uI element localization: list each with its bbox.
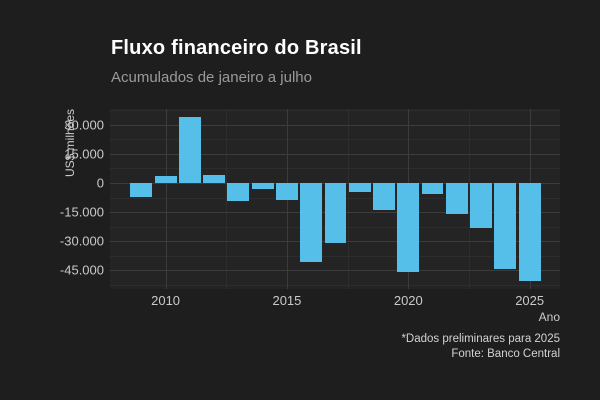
bar-2021 (421, 183, 444, 194)
gridline-y-major (110, 270, 560, 272)
bar-2014 (251, 183, 274, 189)
bar-2011 (178, 117, 201, 183)
caption-line-1: *Dados preliminares para 2025 (401, 333, 560, 345)
chart-subtitle: Acumulados de janeiro a julho (111, 69, 312, 86)
x-tick-label: 2015 (272, 293, 302, 308)
gridline-x-minor (347, 109, 349, 289)
x-tick-label: 2025 (515, 293, 545, 308)
bar-2016 (300, 183, 323, 262)
bar-2020 (397, 183, 420, 273)
y-tick-label: -15.000 (59, 204, 104, 220)
gridline-y-major (110, 153, 560, 155)
bar-2009 (130, 183, 153, 197)
gridline-y-minor (110, 139, 560, 141)
bar-2024 (494, 183, 517, 270)
y-tick-label: -30.000 (59, 233, 104, 249)
gridline-y-minor (110, 110, 560, 112)
caption-line-2: Fonte: Banco Central (451, 347, 560, 360)
x-axis-title: Ano (538, 310, 560, 324)
y-tick-label: -45.000 (59, 262, 104, 278)
chart-title: Fluxo financeiro do Brasil (111, 37, 362, 59)
bar-2010 (154, 176, 177, 184)
bar-2015 (276, 183, 298, 201)
plot-panel (110, 109, 560, 289)
gridline-x-major (165, 109, 167, 289)
y-tick-label: 30.000 (64, 117, 104, 133)
x-tick-label: 2020 (393, 293, 423, 308)
gridline-y-major (110, 124, 560, 126)
y-tick-label: 15.000 (64, 146, 104, 162)
bar-2019 (373, 183, 395, 210)
bar-2025 (518, 183, 541, 281)
bar-2013 (227, 183, 250, 202)
y-tick-label: 0 (96, 175, 104, 191)
bar-2018 (348, 183, 371, 192)
gridline-y-minor (110, 255, 560, 257)
gridline-y-minor (110, 168, 560, 170)
bar-2012 (203, 175, 226, 184)
gridline-y-minor (110, 284, 560, 286)
x-tick-label: 2010 (151, 293, 181, 308)
bar-2017 (324, 183, 347, 244)
bar-2022 (445, 183, 468, 214)
chart-caption: *Dados preliminares para 2025 Fonte: Ban… (401, 332, 560, 361)
bar-2023 (470, 183, 493, 229)
